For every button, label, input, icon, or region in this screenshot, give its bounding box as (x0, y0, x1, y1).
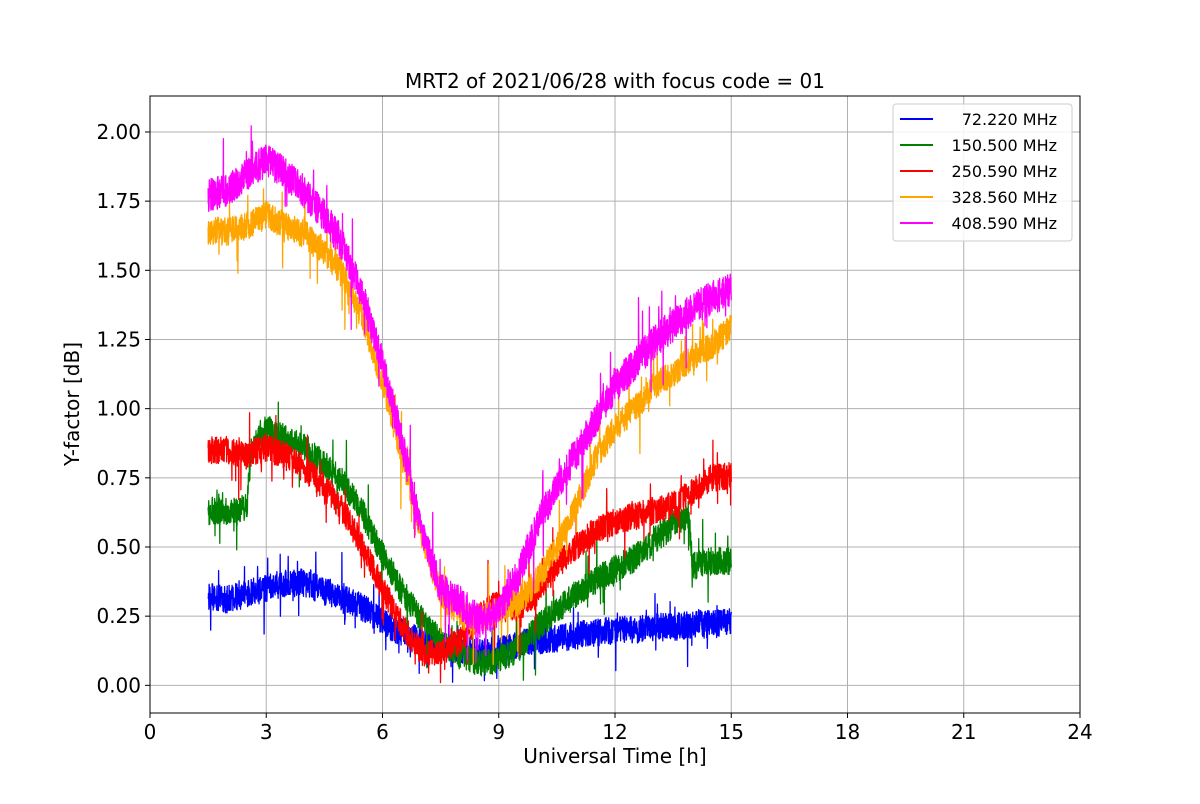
x-tick-label: 24 (1067, 720, 1092, 744)
legend-label: 150.500 MHz (952, 136, 1057, 155)
x-tick-label: 9 (492, 720, 505, 744)
y-tick-label: 1.50 (96, 258, 141, 282)
y-axis-label: Y-factor [dB] (60, 342, 84, 467)
x-tick-label: 0 (144, 720, 157, 744)
series-line-5 (207, 125, 732, 664)
y-tick-label: 1.25 (96, 327, 141, 351)
x-tick-label: 6 (376, 720, 389, 744)
y-tick-label: 0.25 (96, 604, 141, 628)
x-tick-label: 12 (602, 720, 627, 744)
y-tick-label: 0.50 (96, 535, 141, 559)
series-line-1 (207, 551, 732, 683)
legend-label: 250.590 MHz (952, 162, 1057, 181)
x-tick-label: 3 (260, 720, 273, 744)
x-tick-label: 18 (835, 720, 860, 744)
tick-layer: 0 3 6 9 12 15 18 21 24 0.00 0.25 0.50 0.75 1.00 1.25 1.… (96, 120, 1092, 744)
legend-label: 72.220 MHz (962, 110, 1057, 129)
y-tick-label: 1.75 (96, 189, 141, 213)
y-tick-label: 1.00 (96, 397, 141, 421)
y-tick-label: 0.00 (96, 673, 141, 697)
x-tick-label: 15 (719, 720, 744, 744)
y-tick-label: 2.00 (96, 120, 141, 144)
legend: 72.220 MHz 150.500 MHz 250.590 MHz 328.560 … (892, 103, 1073, 242)
x-axis-label: Universal Time [h] (523, 744, 706, 768)
x-tick-label: 21 (951, 720, 976, 744)
chart-title: MRT2 of 2021/06/28 with focus code = 01 (405, 69, 825, 93)
legend-label: 328.560 MHz (952, 188, 1057, 207)
series-layer (207, 125, 732, 684)
y-tick-label: 0.75 (96, 466, 141, 490)
legend-label: 408.590 MHz (952, 214, 1057, 233)
series-line-2 (207, 401, 732, 681)
legend-box (892, 103, 1073, 242)
